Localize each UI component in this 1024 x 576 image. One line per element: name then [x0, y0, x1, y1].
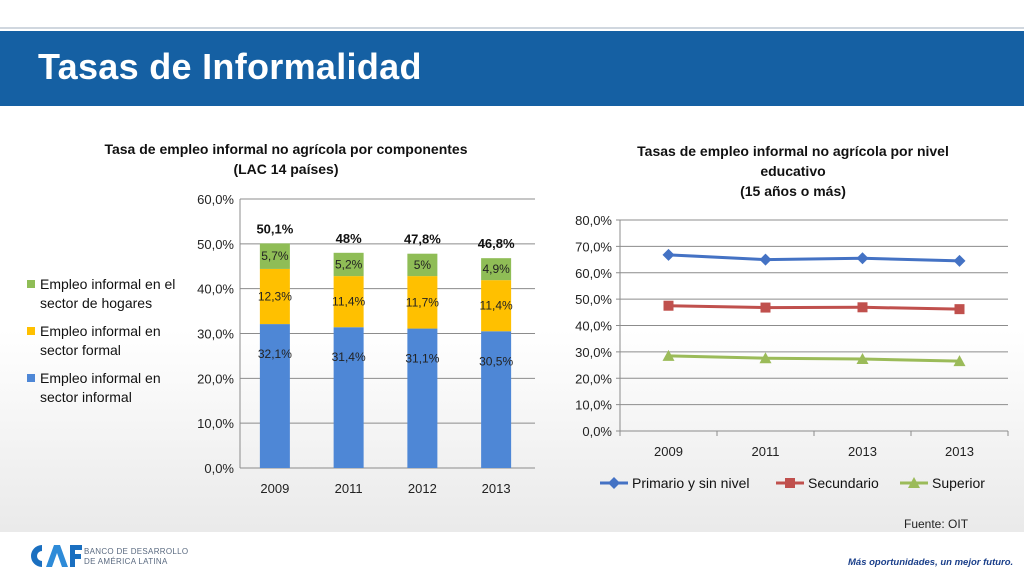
bar-data-label: 11,4%	[332, 295, 365, 309]
line-y-tick-label: 50,0%	[575, 292, 612, 307]
bar-data-label: 32,1%	[258, 347, 292, 361]
bar-data-label: 5,7%	[261, 249, 289, 263]
bar-x-tick-label: 2009	[260, 481, 289, 496]
bar-segment	[333, 327, 364, 468]
line-data-point	[663, 300, 674, 311]
brand-name: BANCO DE DESARROLLO DE AMÉRICA LATINA	[84, 547, 189, 566]
bar-legend-label: Empleo informal en	[40, 323, 161, 339]
line-data-point	[760, 302, 771, 313]
source-note: Fuente: OIT	[904, 517, 969, 531]
bar-segment	[333, 252, 364, 277]
line-x-tick-label: 2011	[752, 444, 780, 459]
bar-y-tick-label: 10,0%	[197, 416, 234, 431]
bar-segment	[481, 331, 512, 468]
line-data-point	[662, 248, 675, 261]
line-data-point	[856, 352, 869, 364]
bar-segment	[333, 276, 364, 328]
slide-header	[0, 31, 1024, 106]
bar-x-tick-label: 2013	[482, 481, 511, 496]
line-data-point	[953, 254, 966, 267]
bar-legend-label: Empleo informal en	[40, 370, 161, 386]
bar-legend-label: sector informal	[40, 389, 132, 405]
line-legend-marker	[785, 478, 795, 488]
bar-legend-swatch	[27, 280, 35, 288]
bar-segment	[259, 324, 290, 468]
bar-legend-swatch	[27, 374, 35, 382]
bar-y-tick-label: 40,0%	[197, 282, 234, 297]
bar-total-label: 46,8%	[478, 236, 515, 251]
line-x-tick-label: 2013	[945, 444, 974, 459]
line-x-tick-label: 2009	[654, 444, 683, 459]
bar-segment	[259, 243, 290, 269]
line-chart-title: educativo	[760, 163, 825, 179]
line-series-path	[668, 304, 960, 311]
line-legend-label: Primario y sin nivel	[632, 475, 749, 491]
bar-total-label: 47,8%	[404, 232, 441, 247]
bar-legend-label: sector formal	[40, 342, 121, 358]
bar-chart-subtitle: (LAC 14 países)	[233, 161, 338, 177]
line-data-point	[759, 253, 772, 266]
line-y-tick-label: 30,0%	[575, 345, 612, 360]
line-y-tick-label: 80,0%	[575, 213, 612, 228]
line-y-tick-label: 60,0%	[575, 266, 612, 281]
line-data-point	[856, 252, 869, 265]
caf-logo-icon	[31, 545, 82, 567]
line-y-tick-label: 10,0%	[575, 398, 612, 413]
line-data-point	[953, 355, 966, 367]
bar-x-tick-label: 2011	[335, 481, 363, 496]
line-data-point	[662, 349, 675, 361]
bar-legend-label: Empleo informal en el	[40, 276, 175, 292]
bar-segment	[259, 268, 290, 325]
line-chart-title: (15 años o más)	[740, 183, 846, 199]
slogan: Más oportunidades, un mejor futuro.	[848, 557, 1014, 568]
bar-y-tick-label: 60,0%	[197, 192, 234, 207]
bar-data-label: 4,9%	[482, 262, 510, 276]
bar-data-label: 31,4%	[332, 350, 366, 364]
bar-data-label: 12,3%	[258, 290, 292, 304]
slide-title: Tasas de Informalidad	[38, 46, 422, 87]
bar-segment	[407, 253, 438, 277]
bar-total-label: 48%	[336, 231, 362, 246]
bar-segment	[407, 328, 438, 468]
line-series-path	[668, 253, 960, 263]
line-data-point	[759, 352, 772, 364]
bar-chart-title: Tasa de empleo informal no agrícola por …	[104, 141, 467, 157]
bar-segment	[481, 258, 512, 281]
line-y-tick-label: 70,0%	[575, 239, 612, 254]
bar-data-label: 11,7%	[406, 295, 439, 309]
line-data-point	[857, 302, 868, 313]
line-y-tick-label: 0,0%	[582, 424, 612, 439]
bar-y-tick-label: 0,0%	[204, 461, 234, 476]
line-data-point	[954, 304, 965, 315]
bar-legend-swatch	[27, 327, 35, 335]
bar-legend-label: sector de hogares	[40, 295, 152, 311]
line-legend-marker	[608, 477, 620, 489]
top-strip	[0, 0, 1024, 29]
line-legend-label: Secundario	[808, 475, 879, 491]
bar-y-tick-label: 20,0%	[197, 371, 234, 386]
bar-y-tick-label: 50,0%	[197, 237, 234, 252]
bar-data-label: 11,4%	[480, 299, 513, 313]
line-y-tick-label: 40,0%	[575, 319, 612, 334]
line-chart-title: Tasas de empleo informal no agrícola por…	[637, 143, 949, 159]
bar-data-label: 31,1%	[405, 352, 439, 366]
line-x-tick-label: 2013	[848, 444, 877, 459]
footer-bar	[0, 532, 1024, 576]
line-legend-marker	[908, 477, 920, 488]
bar-y-tick-label: 30,0%	[197, 327, 234, 342]
line-series-path	[668, 354, 960, 363]
bar-x-tick-label: 2012	[408, 481, 437, 496]
line-legend-label: Superior	[932, 475, 985, 491]
bar-segment	[481, 280, 512, 332]
bar-data-label: 5,2%	[335, 257, 363, 271]
line-y-tick-label: 20,0%	[575, 371, 612, 386]
bar-total-label: 50,1%	[256, 221, 293, 236]
bar-data-label: 30,5%	[479, 354, 513, 368]
bar-segment	[407, 276, 438, 329]
bar-data-label: 5%	[414, 258, 432, 272]
